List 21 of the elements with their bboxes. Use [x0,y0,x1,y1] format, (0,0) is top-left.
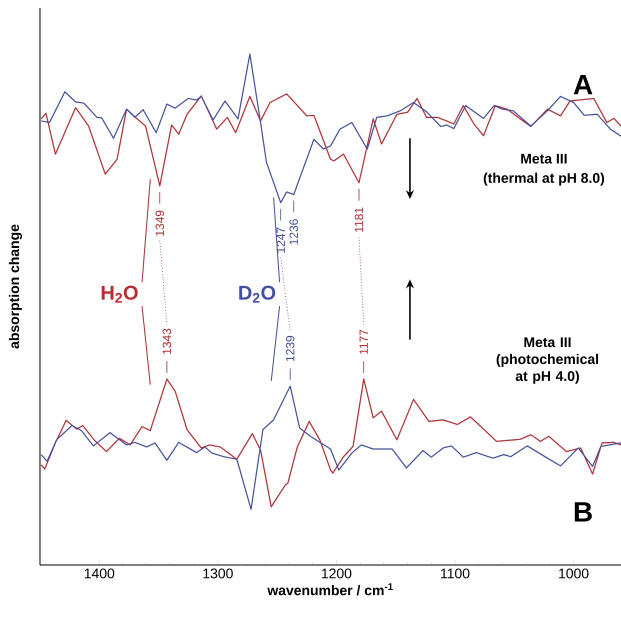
annotation: Meta III [521,154,567,164]
annotation: Meta III (photochemical at pH 4.0) [496,337,598,384]
annotation: A [574,75,592,94]
x-tick-label: 1200 [322,568,352,578]
y-axis-title: absorption change [8,224,22,348]
x-tick-label: 1300 [203,568,233,578]
x-tick-label: 1100 [441,568,470,578]
annotation: 1177 [360,330,368,354]
annotation: (thermal at pH 8.0) [484,172,604,186]
annotation: H$_{2}$O [102,286,138,303]
annotation: 1349 [156,210,164,236]
annotation: 1181 [354,208,364,232]
x-tick-label: 1400 [84,568,114,578]
annotation: 1239 [286,336,294,362]
annotation: D$_{2}$O [239,286,276,303]
x-tick-label: 1000 [559,568,589,578]
annotation: 1247 [276,227,285,253]
annotation: B [574,502,592,522]
annotation: 1236 [290,219,298,244]
annotation: 1343 [162,328,172,354]
x-axis-title: wavenumber / cm$^{-1}$ [267,583,393,596]
